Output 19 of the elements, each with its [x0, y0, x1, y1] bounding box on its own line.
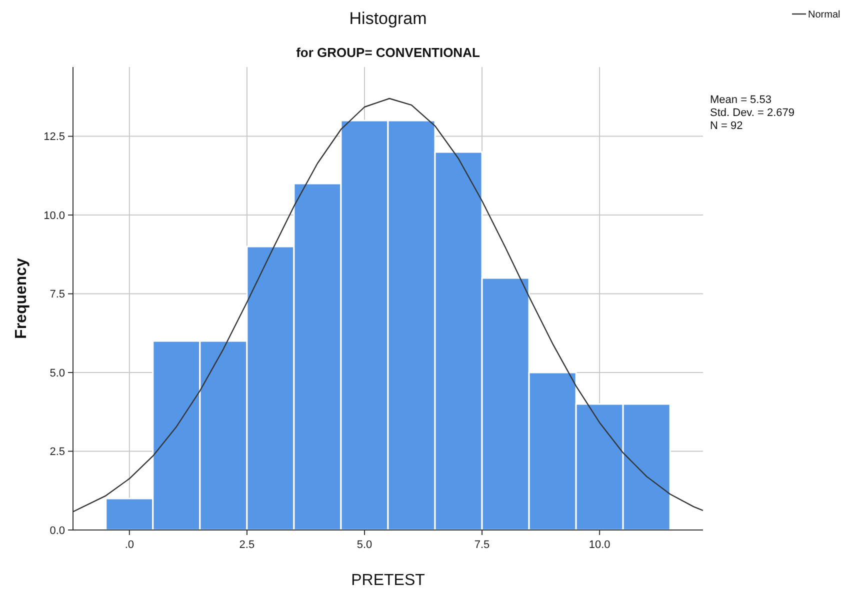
y-tick-label: 5.0: [50, 367, 65, 380]
text: Std. Dev. = 2.679: [710, 107, 794, 119]
x-tick-label: .0: [124, 539, 134, 551]
x-tick-label: 7.5: [474, 539, 490, 551]
x-tick-label: 5.0: [356, 539, 372, 551]
chart-subtitle: for GROUP= CONVENTIONAL: [296, 45, 480, 60]
x-tick-label: 10.0: [588, 539, 610, 551]
chart-title: Histogram: [349, 9, 427, 28]
text: N = 92: [710, 120, 743, 132]
x-axis-title: PRETEST: [351, 572, 426, 589]
y-tick-label: 7.5: [50, 288, 65, 301]
legend-label: Normal: [808, 10, 840, 20]
y-tick-label: 12.5: [44, 131, 65, 144]
y-tick-label: 10.0: [44, 210, 65, 222]
text: Mean = 5.53: [710, 94, 772, 106]
x-tick-label: 2.5: [239, 539, 255, 551]
y-tick-label: 2.5: [50, 446, 65, 458]
y-axis-title: Frequency: [13, 258, 30, 339]
y-tick-label: 0.0: [50, 524, 65, 537]
